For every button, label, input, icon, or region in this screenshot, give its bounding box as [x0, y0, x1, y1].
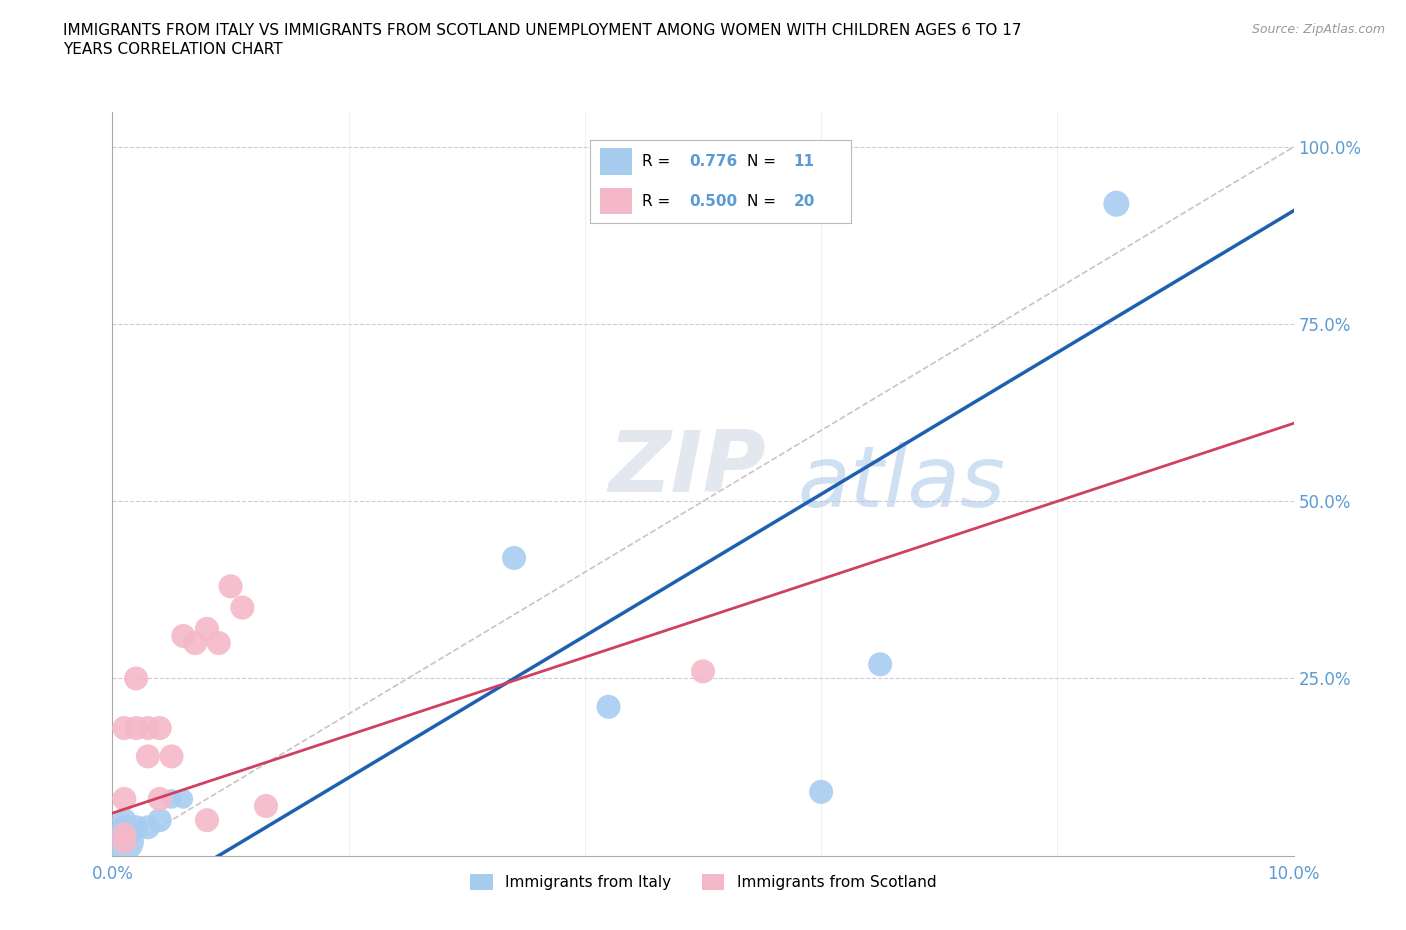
Point	[149, 791, 172, 806]
Point	[112, 827, 135, 842]
Point	[810, 784, 832, 799]
Point	[112, 813, 135, 828]
Point	[112, 834, 135, 849]
Point	[112, 834, 135, 849]
Text: atlas: atlas	[797, 442, 1005, 525]
Point	[1105, 196, 1128, 211]
Point	[503, 551, 526, 565]
Point	[125, 820, 148, 835]
Point	[195, 813, 218, 828]
Point	[208, 635, 231, 650]
Text: YEARS CORRELATION CHART: YEARS CORRELATION CHART	[63, 42, 283, 57]
Point	[692, 664, 714, 679]
Point	[149, 813, 172, 828]
Text: 0.776: 0.776	[689, 154, 737, 169]
Point	[112, 820, 135, 835]
Point	[136, 721, 159, 736]
Point	[172, 629, 194, 644]
Point	[195, 621, 218, 636]
FancyBboxPatch shape	[600, 149, 631, 175]
Text: ZIP: ZIP	[609, 427, 766, 511]
Text: 20: 20	[794, 193, 815, 208]
Point	[172, 791, 194, 806]
Text: R =: R =	[643, 154, 675, 169]
Text: R =: R =	[643, 193, 675, 208]
Legend: Immigrants from Italy, Immigrants from Scotland: Immigrants from Italy, Immigrants from S…	[464, 868, 942, 897]
Text: N =: N =	[747, 154, 780, 169]
Point	[254, 799, 277, 814]
Point	[112, 791, 135, 806]
Point	[136, 820, 159, 835]
Point	[160, 791, 183, 806]
Point	[149, 721, 172, 736]
Point	[869, 657, 891, 671]
Text: 11: 11	[794, 154, 815, 169]
Point	[136, 749, 159, 764]
Text: N =: N =	[747, 193, 780, 208]
Point	[598, 699, 620, 714]
Point	[231, 600, 253, 615]
Point	[125, 721, 148, 736]
Point	[125, 671, 148, 686]
Text: Source: ZipAtlas.com: Source: ZipAtlas.com	[1251, 23, 1385, 36]
Point	[184, 635, 207, 650]
Point	[219, 578, 242, 593]
Point	[112, 721, 135, 736]
Point	[160, 749, 183, 764]
FancyBboxPatch shape	[600, 188, 631, 214]
Text: IMMIGRANTS FROM ITALY VS IMMIGRANTS FROM SCOTLAND UNEMPLOYMENT AMONG WOMEN WITH : IMMIGRANTS FROM ITALY VS IMMIGRANTS FROM…	[63, 23, 1022, 38]
Text: 0.500: 0.500	[689, 193, 737, 208]
